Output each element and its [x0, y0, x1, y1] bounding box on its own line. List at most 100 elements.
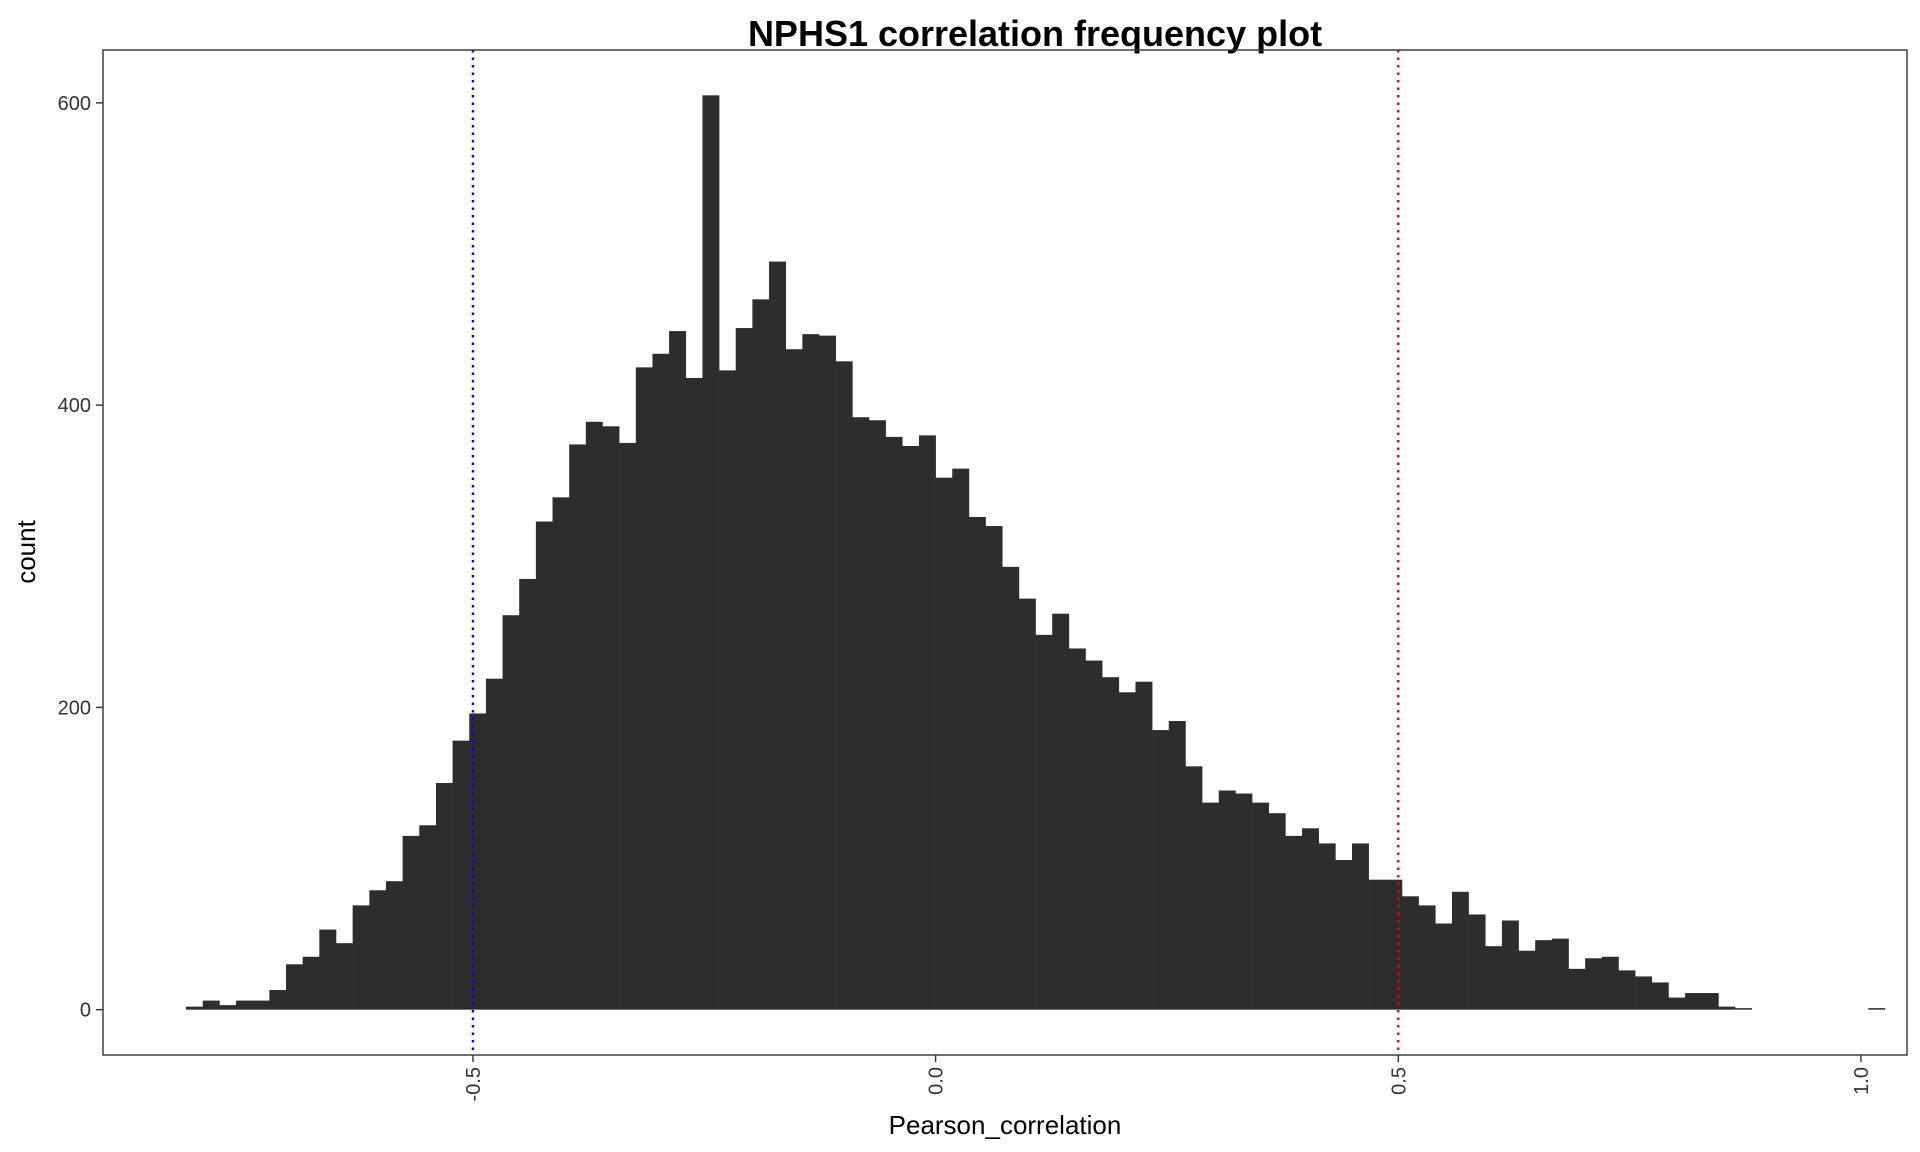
histogram-bar: [286, 964, 303, 1010]
histogram-bar: [1435, 923, 1453, 1010]
histogram-bar: [352, 905, 370, 1010]
x-axis-label: Pearson_correlation: [889, 1110, 1122, 1140]
histogram-bar: [202, 1000, 220, 1010]
histogram-bar: [1285, 835, 1303, 1010]
histogram-bar: [535, 521, 553, 1010]
histogram-bar: [719, 370, 737, 1010]
histogram-bar: [885, 436, 903, 1010]
y-tick-label: 200: [58, 697, 91, 719]
histogram-bar: [435, 782, 453, 1010]
y-tick-label: 0: [80, 1000, 91, 1022]
histogram-bar: [1451, 891, 1469, 1010]
histogram-bar: [1351, 843, 1369, 1010]
histogram-bar: [1202, 802, 1220, 1010]
histogram-bar: [852, 417, 870, 1010]
histogram-bar: [785, 349, 803, 1010]
histogram-bar: [186, 1006, 204, 1010]
histogram-bar: [1252, 802, 1270, 1010]
histogram-bar: [419, 825, 437, 1010]
histogram-bar: [802, 334, 820, 1010]
histogram-bar: [252, 1000, 270, 1010]
histogram-bar: [1052, 613, 1070, 1010]
histogram-bar: [1868, 1008, 1886, 1010]
histogram-bar: [1485, 946, 1503, 1010]
histogram-bar: [619, 442, 637, 1010]
histogram-bar: [1152, 730, 1170, 1010]
histogram-bar: [1302, 828, 1319, 1010]
histogram-bar: [702, 95, 720, 1010]
x-tick-label: 0.0: [926, 1067, 948, 1095]
histogram-bar: [1735, 1008, 1753, 1010]
histogram-bar: [369, 890, 387, 1010]
histogram-bar: [1535, 940, 1553, 1010]
histogram-bar: [685, 377, 703, 1010]
x-tick-label: 0.5: [1388, 1067, 1410, 1095]
histogram-bar: [1068, 648, 1086, 1010]
histogram-bar: [769, 261, 786, 1010]
histogram-bar: [935, 477, 953, 1010]
histogram-bar: [1368, 879, 1386, 1010]
histogram-bar: [652, 353, 670, 1010]
histogram-bar: [302, 956, 320, 1010]
histogram-bar: [669, 331, 687, 1010]
histogram-bar: [552, 497, 570, 1010]
histogram-bar: [1385, 879, 1403, 1010]
histogram-bar: [1018, 598, 1036, 1010]
histogram-bar: [968, 516, 986, 1010]
reference-lines-layer: [471, 50, 1400, 1055]
histogram-bar: [452, 740, 470, 1010]
histogram-bar: [1118, 692, 1136, 1010]
histogram-bar: [635, 367, 653, 1010]
histogram-bar: [752, 299, 770, 1010]
histogram-bar: [735, 328, 753, 1010]
histogram-bar: [1568, 968, 1586, 1010]
plot-panel-border: [102, 49, 1908, 1056]
histogram-bar: [1601, 956, 1619, 1010]
histogram-bar: [1102, 677, 1120, 1010]
histogram-bar: [269, 990, 287, 1010]
histogram-bar: [1185, 766, 1203, 1010]
histogram-bar: [1335, 860, 1353, 1010]
histogram-bar: [1468, 914, 1486, 1010]
histogram-bar: [402, 835, 420, 1010]
histogram-bar: [985, 526, 1003, 1010]
histogram-bar: [1035, 634, 1053, 1010]
histogram-bar: [1501, 920, 1519, 1010]
histogram-bar: [219, 1005, 237, 1010]
histogram-bar: [236, 1000, 254, 1010]
histogram-bar: [1002, 566, 1020, 1010]
histogram-bar: [835, 361, 853, 1010]
histogram-bar: [1401, 896, 1419, 1010]
histogram-bar: [319, 929, 337, 1010]
histogram-bar: [1635, 976, 1653, 1010]
histogram-bar: [485, 678, 503, 1010]
histogram-bar: [569, 444, 587, 1010]
histogram-bar: [335, 943, 353, 1010]
histogram-bar: [868, 420, 886, 1010]
bars-layer: [186, 95, 1886, 1010]
histogram-bar: [918, 435, 936, 1010]
histogram-bar: [385, 881, 403, 1010]
histogram-bar: [1718, 1006, 1736, 1010]
histogram-bar: [1218, 790, 1236, 1010]
histogram-bar: [1235, 793, 1253, 1010]
histogram-bar: [1585, 958, 1603, 1010]
histogram-bar: [602, 426, 620, 1010]
y-tick-label: 600: [58, 93, 91, 115]
histogram-bar: [1618, 970, 1636, 1010]
histogram-bar: [1085, 660, 1103, 1010]
y-tick-label: 400: [58, 395, 91, 417]
histogram-bar: [902, 445, 920, 1010]
histogram-bar: [1318, 843, 1336, 1010]
histogram-bar: [502, 615, 520, 1010]
histogram-bar: [1168, 721, 1186, 1010]
y-axis-label: count: [11, 519, 41, 583]
histogram-bar: [1651, 982, 1669, 1010]
histogram-bar: [1685, 993, 1703, 1010]
x-tick-label: 1.0: [1851, 1067, 1873, 1095]
histogram-bar: [1268, 813, 1286, 1010]
histogram-bar: [1418, 905, 1436, 1010]
histogram-bar: [1518, 950, 1536, 1010]
histogram-bar: [585, 421, 603, 1010]
